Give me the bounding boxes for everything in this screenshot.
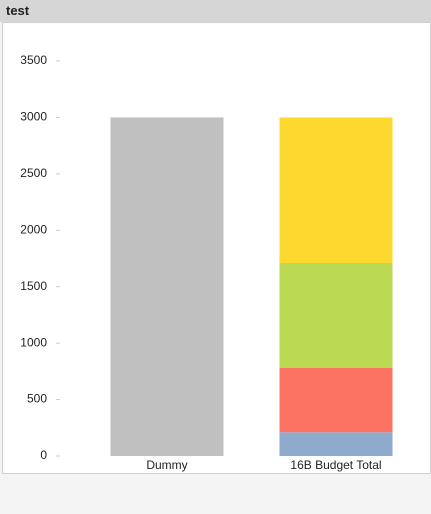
x-tick-label: Dummy — [146, 458, 187, 472]
chart-title: test — [0, 0, 431, 22]
x-tick-label: 16B Budget Total — [290, 458, 381, 472]
y-tick-label: 3000 — [20, 110, 47, 124]
y-tick-label: 2500 — [20, 166, 47, 180]
y-tick-label: 0 — [40, 448, 47, 462]
chart: 0500100015002000250030003500Dummy21016B … — [2, 22, 431, 474]
bar-segment — [279, 432, 393, 456]
y-tick-label: 1500 — [20, 279, 47, 293]
bar-segment — [279, 367, 393, 433]
y-tick-label: 1000 — [20, 335, 47, 349]
bar-segment — [279, 263, 393, 368]
y-tick-label: 3500 — [20, 53, 47, 67]
y-tick-label: 500 — [27, 392, 47, 406]
bar-segment — [110, 117, 224, 456]
bar-segment — [279, 117, 393, 264]
y-tick-label: 2000 — [20, 222, 47, 236]
